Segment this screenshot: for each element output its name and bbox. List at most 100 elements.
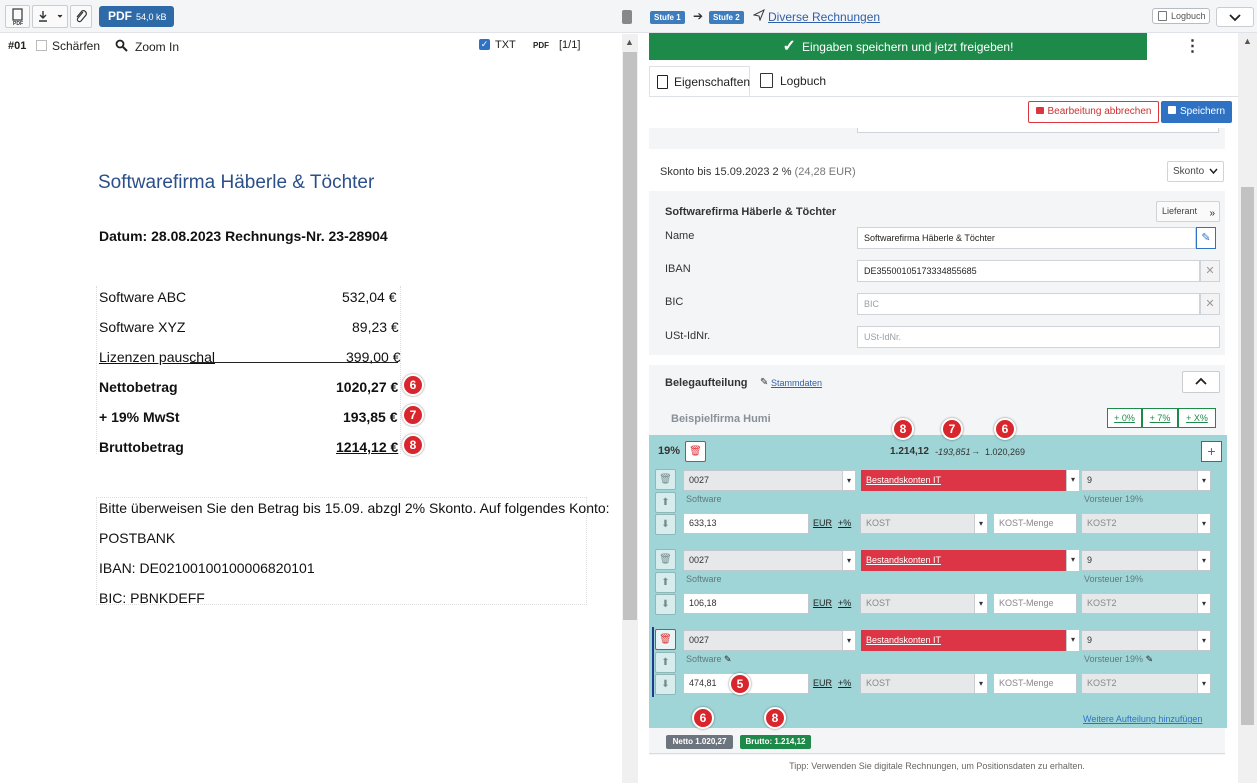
- move-up-icon[interactable]: ⬆: [655, 492, 676, 513]
- amount-field[interactable]: 106,18: [683, 593, 809, 614]
- collapse-split-button[interactable]: [1182, 371, 1220, 393]
- dropdown-icon: ▾: [1066, 630, 1079, 651]
- active-line-indicator: [652, 627, 654, 697]
- kost-menge-field[interactable]: KOST-Menge: [993, 593, 1077, 614]
- add-0-percent-button[interactable]: + 0%: [1107, 408, 1142, 428]
- move-down-icon[interactable]: ⬇: [655, 674, 676, 695]
- skonto-text-value: Skonto bis 15.09.2023 2 %: [660, 166, 792, 178]
- split-net: 1.020,269: [985, 447, 1026, 457]
- kost2-select[interactable]: KOST2 ▾: [1081, 593, 1211, 614]
- clear-iban-icon[interactable]: ✕: [1200, 260, 1220, 282]
- category-select[interactable]: Bestandskonten IT ▾: [861, 550, 1079, 571]
- floppy-icon: [1167, 106, 1176, 114]
- edit-icon[interactable]: ✎: [1196, 227, 1216, 249]
- add-x-percent-button[interactable]: + X%: [1178, 408, 1216, 428]
- kost-menge-field[interactable]: KOST-Menge: [993, 673, 1077, 694]
- supplier-section: Softwarefirma Häberle & Töchter Lieferan…: [649, 191, 1225, 355]
- dropdown-icon: ▾: [842, 551, 855, 570]
- properties-scroll-thumb[interactable]: [1241, 187, 1254, 725]
- tax-select[interactable]: 9 ▾: [1081, 470, 1211, 491]
- cancel-edit-label: Bearbeitung abbrechen: [1047, 106, 1152, 117]
- delete-group-icon[interactable]: 🗑: [685, 441, 706, 462]
- supplier-name-field[interactable]: Softwarefirma Häberle & Töchter: [857, 227, 1196, 249]
- zoom-in-button[interactable]: Zoom In: [135, 40, 180, 54]
- marker-7: 7: [941, 418, 963, 440]
- delete-line-icon[interactable]: 🗑: [655, 629, 676, 650]
- vat-rate: 19%: [658, 445, 681, 457]
- tax-select[interactable]: 9 ▾: [1081, 550, 1211, 571]
- delete-line-icon[interactable]: 🗑: [655, 469, 676, 490]
- logbuch-top-button[interactable]: Logbuch: [1152, 8, 1210, 24]
- workflow-title-link[interactable]: Diverse Rechnungen: [768, 10, 881, 24]
- add-more-split-link[interactable]: Weitere Aufteilung hinzufügen: [1083, 714, 1203, 724]
- pencil-icon[interactable]: ✎: [1145, 654, 1154, 664]
- mwst-label: + 19% MwSt: [99, 409, 180, 425]
- account-select[interactable]: 0027 ▾: [683, 630, 856, 651]
- cancel-edit-button[interactable]: Bearbeitung abbrechen: [1028, 101, 1159, 123]
- txt-checkbox[interactable]: ✓: [479, 39, 490, 50]
- account-select[interactable]: 0027 ▾: [683, 470, 856, 491]
- delete-line-icon[interactable]: 🗑: [655, 549, 676, 570]
- save-button[interactable]: Speichern: [1161, 101, 1232, 123]
- stufe-2-badge[interactable]: Stufe 2: [709, 11, 744, 24]
- bic-field[interactable]: BIC: [857, 293, 1200, 315]
- add-line-button[interactable]: +: [1201, 441, 1222, 462]
- kost-menge-field[interactable]: KOST-Menge: [993, 513, 1077, 534]
- category-select[interactable]: Bestandskonten IT ▾: [861, 630, 1079, 651]
- lieferant-dropdown[interactable]: Lieferant »: [1156, 201, 1220, 222]
- dropdown-icon: ▾: [1066, 470, 1079, 491]
- clear-bic-icon[interactable]: ✕: [1200, 293, 1220, 315]
- stufe-1-badge[interactable]: Stufe 1: [650, 11, 685, 24]
- pdf-scroll-thumb[interactable]: [623, 52, 637, 620]
- add-7-percent-button[interactable]: + 7%: [1142, 408, 1178, 428]
- iban-field[interactable]: DE35500105173334855685: [857, 260, 1200, 282]
- pencil-icon[interactable]: ✎: [724, 654, 732, 664]
- tip-divider: [649, 753, 1225, 754]
- kost2-select[interactable]: KOST2 ▾: [1081, 673, 1211, 694]
- skonto-dropdown[interactable]: Skonto: [1167, 161, 1224, 182]
- attachment-button[interactable]: [70, 5, 92, 28]
- pdf-export-button[interactable]: PDF: [5, 5, 30, 28]
- item-amount: 399,00 €: [346, 349, 401, 365]
- item-amount: 532,04 €: [342, 289, 397, 305]
- sharpen-checkbox[interactable]: [36, 40, 47, 51]
- move-down-icon[interactable]: ⬇: [655, 514, 676, 535]
- percent-link[interactable]: +%: [838, 678, 852, 688]
- account-select[interactable]: 0027 ▾: [683, 550, 856, 571]
- stammdaten-link[interactable]: Stammdaten: [771, 378, 823, 388]
- doc-table-border: [96, 286, 401, 454]
- more-options-icon[interactable]: ⋮: [1147, 33, 1238, 60]
- collapse-pane-icon[interactable]: [622, 10, 632, 24]
- currency-link[interactable]: EUR: [813, 598, 833, 608]
- properties-scrollbar[interactable]: ▲: [1238, 33, 1257, 783]
- zoom-icon[interactable]: [115, 39, 128, 55]
- ust-field[interactable]: USt-IdNr.: [857, 326, 1220, 348]
- kost-select[interactable]: KOST ▾: [860, 673, 988, 694]
- pdf-scrollbar[interactable]: ▲: [622, 34, 638, 783]
- currency-link[interactable]: EUR: [813, 518, 833, 528]
- dropdown-icon: ▾: [1066, 550, 1079, 571]
- move-up-icon[interactable]: ⬆: [655, 652, 676, 673]
- kost-select[interactable]: KOST ▾: [860, 513, 988, 534]
- collapse-chevron-button[interactable]: [1216, 7, 1254, 27]
- item-amount: 89,23 €: [352, 319, 399, 335]
- tax-select[interactable]: 9 ▾: [1081, 630, 1211, 651]
- move-up-icon[interactable]: ⬆: [655, 572, 676, 593]
- account-value: 0027: [689, 555, 710, 565]
- move-down-icon[interactable]: ⬇: [655, 594, 676, 615]
- pdf-size-badge[interactable]: PDF 54,0 kB: [99, 6, 174, 27]
- tab-logbuch[interactable]: Logbuch: [758, 66, 838, 96]
- tab-eigenschaften[interactable]: Eigenschaften: [649, 66, 750, 96]
- category-select[interactable]: Bestandskonten IT ▾: [861, 470, 1079, 491]
- save-and-release-button[interactable]: ✓ Eingaben speichern und jetzt freigeben!: [649, 33, 1147, 60]
- kost-select[interactable]: KOST ▾: [860, 593, 988, 614]
- percent-link[interactable]: +%: [838, 598, 852, 608]
- account-desc: Software: [686, 574, 722, 584]
- currency-link[interactable]: EUR: [813, 678, 833, 688]
- logbuch-top-label: Logbuch: [1171, 11, 1206, 21]
- amount-field[interactable]: 633,13: [683, 513, 809, 534]
- kost2-select[interactable]: KOST2 ▾: [1081, 513, 1211, 534]
- percent-link[interactable]: +%: [838, 518, 852, 528]
- send-icon: [752, 8, 765, 24]
- download-button[interactable]: [32, 5, 68, 28]
